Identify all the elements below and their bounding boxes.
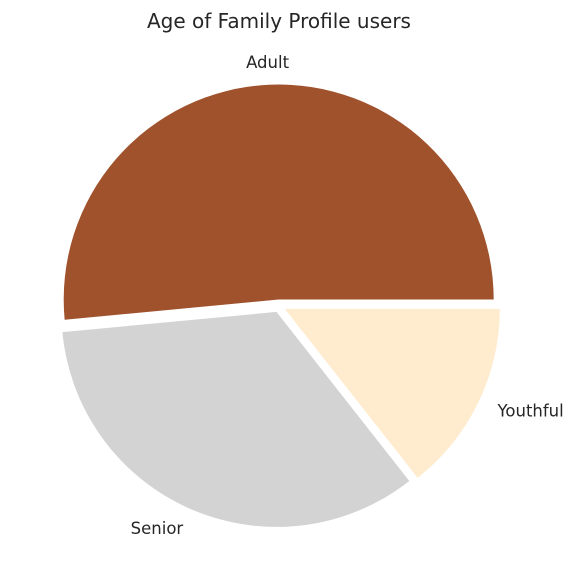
pie-slice-youthful <box>284 308 500 478</box>
slice-label-senior: Senior <box>131 519 184 538</box>
slice-label-adult: Adult <box>246 53 290 72</box>
pie-slice-adult <box>63 84 494 320</box>
pie-labels: Adult Senior Youthful <box>131 53 564 538</box>
pie-slices <box>62 84 500 527</box>
chart-title: Age of Family Profile users <box>147 9 411 33</box>
slice-label-youthful: Youthful <box>497 402 564 421</box>
pie-slice-senior <box>62 311 410 527</box>
